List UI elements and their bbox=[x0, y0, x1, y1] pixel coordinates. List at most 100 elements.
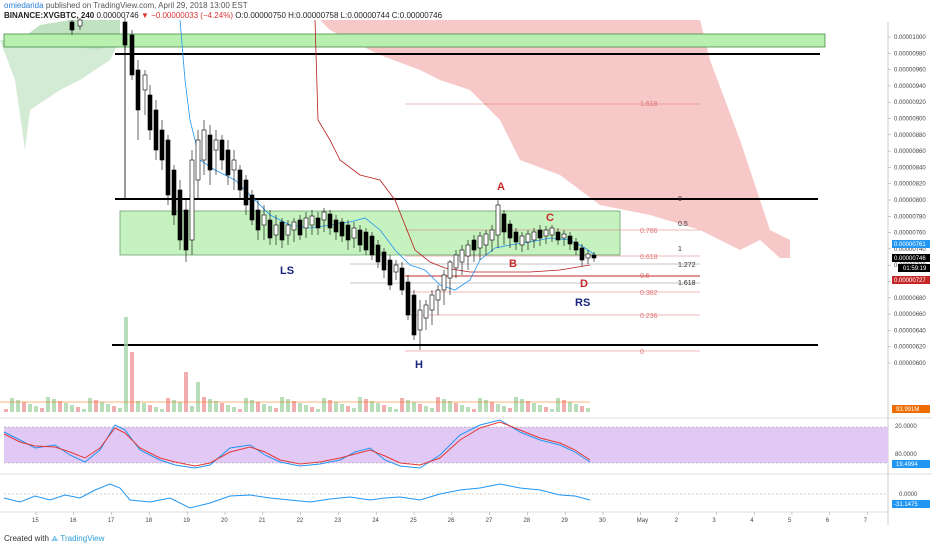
osc-tag: -31.1475 bbox=[894, 502, 918, 508]
countdown-tag-bg bbox=[898, 264, 930, 272]
volume-bar bbox=[574, 404, 578, 412]
time-tick-label: 4 bbox=[750, 518, 754, 524]
price-tick-label: 0.00000660 bbox=[894, 312, 926, 318]
candle-body bbox=[273, 224, 279, 236]
kijun-line bbox=[314, 19, 591, 273]
candle-body bbox=[183, 209, 189, 251]
volume-bar bbox=[34, 406, 38, 412]
volume-bar bbox=[544, 407, 548, 412]
candle-body bbox=[309, 215, 315, 226]
volume-bar bbox=[160, 409, 164, 412]
time-tick-label: 18 bbox=[145, 518, 152, 524]
price-tick-label: 0.00000640 bbox=[894, 328, 926, 334]
price-change: −0.00000033 (−4.24%) bbox=[151, 11, 233, 20]
symbol-label: BINANCE:XVGBTC, 240 bbox=[4, 11, 95, 20]
candle-body bbox=[177, 189, 183, 241]
volume-bar bbox=[508, 408, 512, 412]
candle-body bbox=[315, 217, 321, 229]
candle-body bbox=[489, 229, 495, 241]
time-tick-label: 17 bbox=[108, 518, 115, 524]
volume-bar bbox=[88, 398, 92, 412]
candle-body bbox=[423, 304, 429, 319]
symbol-info: BINANCE:XVGBTC, 240 0.00000746 ▼ −0.0000… bbox=[4, 11, 442, 20]
price-tick-label: 0.00000780 bbox=[894, 214, 926, 220]
candle-body bbox=[159, 129, 165, 161]
fib-ext-label-1272: 1.272 bbox=[678, 262, 696, 269]
stoch-k-line bbox=[3, 419, 591, 469]
candle-body bbox=[339, 221, 345, 237]
candle-body bbox=[345, 224, 351, 241]
volume-bar bbox=[310, 407, 314, 412]
label-point-a: A bbox=[497, 181, 505, 193]
author-link[interactable]: omiedarida bbox=[4, 1, 44, 10]
volume-bar bbox=[436, 397, 440, 412]
time-tick-label: 19 bbox=[183, 518, 190, 524]
candle-body bbox=[357, 229, 363, 246]
volume-bar bbox=[238, 409, 242, 412]
price-tag-bg bbox=[892, 254, 930, 262]
osc-line bbox=[3, 483, 591, 509]
time-tick-label: 15 bbox=[32, 518, 39, 524]
candle-body bbox=[291, 221, 297, 231]
stoch-tag-bg bbox=[892, 460, 930, 468]
time-tick-label: 16 bbox=[70, 518, 77, 524]
candle-body bbox=[195, 139, 201, 181]
volume-bar bbox=[130, 352, 134, 412]
candle-body bbox=[591, 254, 597, 259]
candle-body bbox=[237, 169, 243, 191]
price-tick-label: 0.00000820 bbox=[894, 182, 926, 188]
price-tick-label: 0.00000920 bbox=[894, 100, 926, 106]
candle-body bbox=[231, 159, 237, 171]
candle-body bbox=[387, 259, 393, 286]
resistance-zone bbox=[3, 33, 826, 48]
fib-label-0618: 0.618 bbox=[640, 254, 658, 261]
price-tag-bg bbox=[892, 276, 930, 284]
fib-label-0786: 0.786 bbox=[640, 228, 658, 235]
volume-bar bbox=[124, 317, 128, 412]
candle-body bbox=[477, 235, 483, 249]
fib-ext-label-05: 0.5 bbox=[678, 221, 688, 228]
candle-body bbox=[453, 254, 459, 269]
volume-bar bbox=[76, 407, 80, 412]
time-axis[interactable]: 15 16 17 18 19 20 21 22 23 24 25 26 27 28 29 30 May 2 3 4 5 6… bbox=[32, 512, 868, 524]
volume-bar bbox=[46, 397, 50, 412]
label-right-shoulder: RS bbox=[575, 297, 590, 309]
volume-bar bbox=[550, 409, 554, 412]
price-tick-label: 0.00000840 bbox=[894, 165, 926, 171]
volume-bar bbox=[496, 404, 500, 412]
time-tick-label: 3 bbox=[712, 518, 716, 524]
candle-body bbox=[261, 214, 267, 226]
volume-bar bbox=[274, 408, 278, 412]
volume-bar bbox=[196, 382, 200, 412]
volume-bar bbox=[412, 402, 416, 412]
volume-bar bbox=[568, 402, 572, 412]
time-tick-label: 25 bbox=[410, 518, 417, 524]
time-tick-label: 29 bbox=[561, 518, 568, 524]
volume-bar bbox=[454, 403, 458, 412]
volume-bar bbox=[562, 400, 566, 412]
candle-body bbox=[297, 219, 303, 236]
ohlc-values: O:0.00000750 H:0.00000758 L:0.00000744 C… bbox=[235, 11, 443, 20]
candle-body bbox=[207, 134, 213, 171]
time-tick-label: May bbox=[637, 518, 648, 524]
volume-bar bbox=[586, 408, 590, 412]
volume-bar bbox=[460, 405, 464, 412]
fib-ext-label-0: 0 bbox=[678, 196, 682, 203]
candle-body bbox=[279, 221, 285, 241]
volume-bar bbox=[424, 406, 428, 412]
price-tick-label: 0.00000980 bbox=[894, 51, 926, 57]
price-axis[interactable]: 0.00001000 0.00000980 0.00000960 0.00000940… bbox=[888, 35, 926, 367]
footer-brand[interactable]: TradingView bbox=[60, 534, 105, 543]
candle-body bbox=[189, 159, 195, 241]
fib-ext-label-1618: 1.618 bbox=[678, 280, 696, 287]
volume-bar bbox=[478, 398, 482, 412]
fib-label-0382: 0.382 bbox=[640, 290, 658, 297]
volume-bar bbox=[430, 408, 434, 412]
volume-bar bbox=[262, 404, 266, 412]
volume-bar bbox=[208, 399, 212, 412]
candle-body bbox=[573, 241, 579, 251]
candle-body bbox=[369, 235, 375, 256]
volume-bar bbox=[28, 404, 32, 412]
volume-bar bbox=[52, 399, 56, 412]
